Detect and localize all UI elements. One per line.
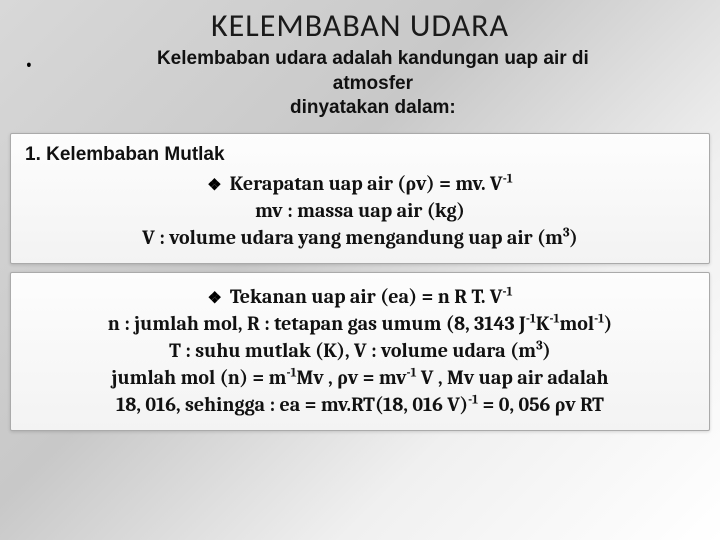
def-nr: n : jumlah mol, R : tetapan gas umum (8,… (25, 310, 695, 337)
t: Mv , ρv = mv (296, 366, 406, 389)
diamond-icon: ❖ (207, 175, 221, 197)
t: mol (559, 312, 594, 335)
formula-density: ❖ Kerapatan uap air (ρv) = mv. V-1 (25, 170, 695, 197)
exp: -1 (549, 311, 559, 326)
t: jumlah mol (n) = m (112, 366, 287, 389)
panel-tekanan: ❖ Tekanan uap air (ea) = n R T. V-1 n : … (10, 272, 710, 431)
exp: -1 (407, 365, 417, 380)
formula-pressure: ❖ Tekanan uap air (ea) = n R T. V-1 (25, 283, 695, 310)
t: 18, 016, sehingga : ea = mv.RT(18, 016 V… (116, 393, 468, 416)
def-v: V : volume udara yang mengandung uap air… (25, 224, 695, 251)
def-v-pre: V : volume udara yang mengandung uap air… (142, 226, 563, 249)
exp: -1 (594, 311, 604, 326)
t: ) (604, 312, 612, 335)
t: K (536, 312, 550, 335)
intro-text: Kelembaban udara adalah kandungan uap ai… (46, 47, 700, 121)
t: V , Mv uap air adalah (417, 366, 609, 389)
intro-line3: dinyatakan dalam: (290, 97, 456, 118)
t: T : suhu mutlak (K), V : volume udara (m (169, 339, 536, 362)
def-mv: mv : massa uap air (kg) (25, 197, 695, 224)
intro-line1: Kelembaban udara adalah kandungan uap ai… (157, 48, 589, 69)
exp: -1 (526, 311, 536, 326)
exp: -1 (286, 365, 296, 380)
def-mol: jumlah mol (n) = m-1Mv , ρv = mv-1 V , M… (25, 364, 695, 391)
exp: 3 (536, 338, 543, 353)
exp: -1 (503, 284, 513, 299)
t: n : jumlah mol, R : tetapan gas umum (8,… (108, 312, 526, 335)
formula-pressure-text: Tekanan uap air (ea) = n R T. V (230, 285, 503, 308)
final-eq: 18, 016, sehingga : ea = mv.RT(18, 016 V… (25, 391, 695, 418)
def-v-post: ) (570, 226, 578, 249)
bullet-icon: • (24, 51, 34, 77)
t: = 0, 056 ρv RT (478, 393, 604, 416)
panel-mutlak: 1. Kelembaban Mutlak ❖ Kerapatan uap air… (10, 133, 710, 264)
slide-title: KELEMBABAN UDARA (0, 0, 720, 45)
formula-density-text: Kerapatan uap air (ρv) = mv. V (230, 172, 503, 195)
diamond-icon: ❖ (207, 288, 221, 310)
exp: -1 (468, 392, 478, 407)
exp: -1 (503, 171, 513, 186)
intro-block: • Kelembaban udara adalah kandungan uap … (0, 45, 720, 127)
exp: 3 (563, 225, 570, 240)
def-tv: T : suhu mutlak (K), V : volume udara (m… (25, 337, 695, 364)
t: ) (543, 339, 551, 362)
section-heading: 1. Kelembaban Mutlak (25, 144, 695, 166)
intro-line2: atmosfer (333, 73, 413, 94)
